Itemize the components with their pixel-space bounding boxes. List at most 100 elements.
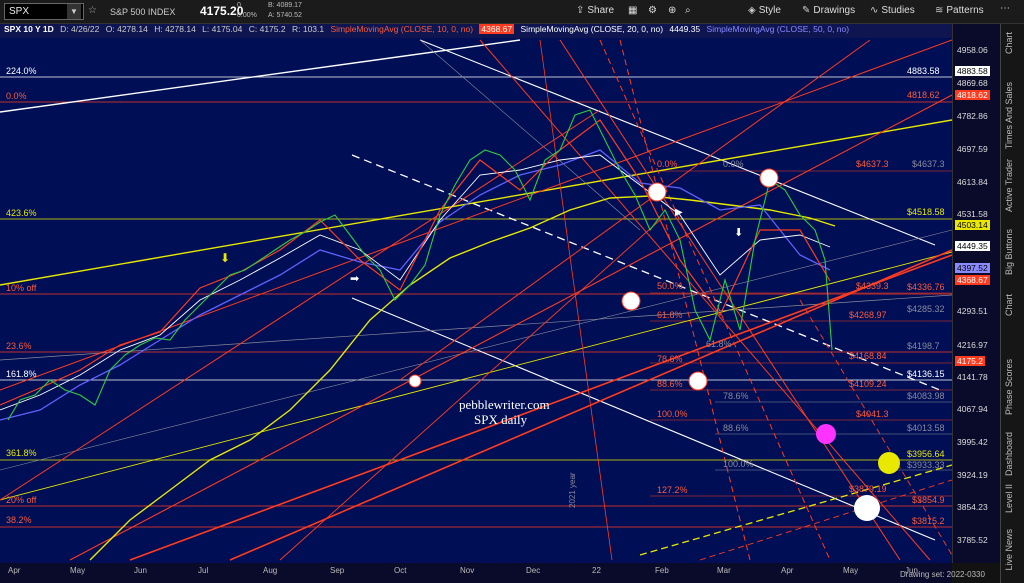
level-label: $4013.58 (907, 423, 945, 433)
symbol-input[interactable]: SPX ▼ (4, 3, 84, 20)
watermark-site: pebblewriter.com (459, 397, 550, 412)
time-axis-label: Nov (460, 566, 475, 575)
level-label: 0.0% (6, 91, 27, 101)
studies-label: Studies (881, 5, 915, 16)
price-axis-label: 4869.68 (957, 78, 988, 88)
side-tab[interactable]: Big Buttons (1004, 229, 1014, 276)
price-axis-label: 4697.59 (957, 144, 988, 154)
grid-icon[interactable]: ▦ (628, 5, 638, 16)
star-icon[interactable]: ☆ (88, 5, 97, 16)
time-axis-label: Jun (134, 566, 147, 575)
level-label: 224.0% (6, 66, 37, 76)
legend-sma20: SimpleMovingAvg (CLOSE, 20, 0, no) (520, 24, 664, 34)
magnifier-icon[interactable]: ⌕ (685, 5, 691, 16)
style-icon: ◈ (748, 5, 756, 16)
legend-range: R: 103.1 (291, 24, 325, 34)
side-tab[interactable]: Times And Sales (1004, 82, 1014, 150)
legend-sma10-value: 4368.67 (479, 24, 515, 34)
price-axis-label: 4368.67 (955, 275, 990, 285)
chart-legend: SPX 10 Y 1D D: 4/26/22 O: 4278.14 H: 427… (0, 24, 1000, 38)
price-axis-label: 4397.52 (955, 263, 990, 273)
menu-icon[interactable]: ⋯ (1000, 3, 1010, 14)
time-axis-label: 22 (592, 566, 601, 575)
patterns-button[interactable]: ≋ Patterns (935, 5, 984, 16)
level-label: 127.2% (657, 485, 688, 495)
time-axis-label: Aug (263, 566, 278, 575)
level-label: $4518.58 (907, 207, 945, 217)
level-label: 78.6% (723, 391, 749, 401)
side-tab[interactable]: Live News (1004, 529, 1014, 571)
bid-price: B: 4089.17 (268, 2, 302, 9)
side-tab[interactable]: Level II (1004, 484, 1014, 514)
price-axis-label: 4216.97 (957, 340, 988, 350)
level-label: 61.8% (657, 310, 683, 320)
chevron-down-icon[interactable]: ▼ (67, 4, 81, 19)
share-button[interactable]: ⇪ Share (576, 5, 614, 16)
level-label: $3933.33 (907, 460, 945, 470)
price-axis-label: 4782.86 (957, 111, 988, 121)
level-label: $4268.97 (849, 310, 887, 320)
top-toolbar: SPX ▼ ☆ S&P 500 INDEX 4175.20 0 0.00% B:… (0, 0, 1024, 24)
side-tab[interactable]: Dashboard (1004, 432, 1014, 477)
year-separator-label: 2021 year (568, 472, 577, 508)
watermark-label: SPX daily (474, 412, 528, 427)
time-axis-label: Feb (655, 566, 669, 575)
drawings-button[interactable]: ✎ Drawings (802, 5, 855, 16)
level-label: 423.6% (6, 208, 37, 218)
level-label: 88.6% (657, 379, 683, 389)
chart-canvas: ⬇ ➡ ▶ ⬇ (0, 39, 952, 561)
pin-icon[interactable]: ⊕ (668, 5, 677, 16)
side-tab[interactable]: Active Trader (1004, 159, 1014, 213)
time-axis-label: May (843, 566, 859, 575)
time-axis-label: May (70, 566, 86, 575)
level-label: $4198.7 (907, 341, 940, 351)
time-axis-label: Oct (394, 566, 407, 575)
net-change: 0 (237, 2, 241, 9)
time-axis-label: Apr (781, 566, 794, 575)
price-axis-label: 4613.84 (957, 177, 988, 187)
level-label: 0.0% (657, 159, 678, 169)
level-label: 20% off (6, 495, 37, 505)
legend-close: C: 4175.2 (248, 24, 286, 34)
level-label: 78.6% (657, 354, 683, 364)
price-axis-label: 4818.62 (955, 90, 990, 100)
level-label: 23.6% (6, 341, 32, 351)
share-label: Share (587, 5, 615, 16)
level-label: 38.2% (6, 515, 32, 525)
price-axis-label: 3995.42 (957, 437, 988, 447)
legend-low: L: 4175.04 (202, 24, 243, 34)
svg-text:▶: ▶ (675, 207, 683, 218)
side-tab[interactable]: Phase Scores (1004, 359, 1014, 416)
level-label: $4083.98 (907, 391, 945, 401)
price-axis[interactable]: 4958.06 4883.58 4869.68 4818.62 4782.86 4697.… (952, 24, 1000, 563)
price-axis-label: 4067.94 (957, 404, 988, 414)
side-tab[interactable]: Chart (1004, 32, 1014, 55)
level-label: 61.8% (706, 339, 732, 349)
symbol-description: S&P 500 INDEX (110, 7, 176, 17)
legend-sma20-value: 4449.35 (669, 24, 701, 34)
drawings-label: Drawings (813, 5, 856, 16)
price-axis-label: 4531.58 (957, 209, 988, 219)
price-axis-label: 4449.35 (955, 241, 990, 251)
patterns-icon: ≋ (935, 5, 944, 16)
right-panel-tabs: Chart Times And Sales Active Trader Big But… (1000, 24, 1024, 583)
level-label: 100.0% (723, 459, 754, 469)
style-button[interactable]: ◈ Style (748, 5, 781, 16)
settings-icon[interactable]: ⚙ (648, 5, 657, 16)
legend-date: D: 4/26/22 (60, 24, 100, 34)
side-tab[interactable]: Chart (1004, 294, 1014, 317)
symbol-text: SPX (9, 6, 30, 17)
time-axis-label: Apr (8, 566, 21, 575)
level-label: $3879.19 (849, 484, 887, 494)
last-price: 4175.20 (200, 4, 244, 18)
level-label: 0.0% (723, 159, 744, 169)
svg-text:⬇: ⬇ (220, 251, 230, 265)
svg-text:➡: ➡ (350, 272, 359, 285)
time-axis[interactable]: Apr May Jun Jul Aug Sep Oct Nov Dec 22 Feb Mar Apr Ma… (0, 563, 952, 583)
studies-button[interactable]: ∿ Studies (870, 5, 915, 16)
share-icon: ⇪ (576, 5, 585, 16)
price-chart[interactable]: ⬇ ➡ ▶ ⬇ 224.0% 0.0% 423.6% 10% off 23.6% 161.… (0, 38, 952, 563)
drawing-set-label: Drawing set: 2022-0330 (900, 570, 985, 579)
patterns-label: Patterns (946, 5, 984, 16)
time-axis-label: Jul (198, 566, 209, 575)
